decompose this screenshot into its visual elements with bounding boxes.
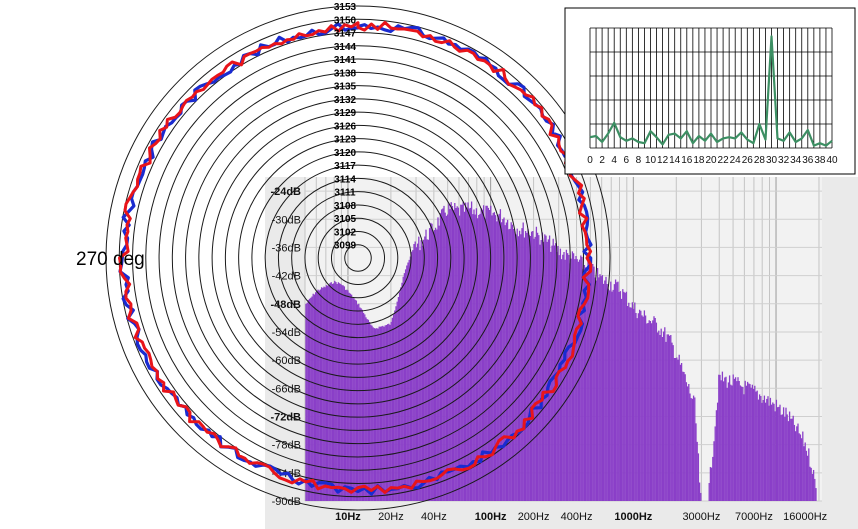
inset-x-tick-label: 40 bbox=[826, 155, 838, 166]
spectrum-chart: -24dB -30dB -36dB -42dB -48dB -54dB -60dB -66dB… bbox=[265, 177, 858, 529]
inset-x-tick-label: 38 bbox=[814, 155, 826, 166]
polar-ring-label: 3129 bbox=[334, 108, 357, 119]
polar-ring bbox=[185, 85, 531, 431]
y-tick-label: -66dB bbox=[272, 383, 301, 395]
polar-ring-label: 3114 bbox=[334, 174, 356, 185]
x-tick-label: 40Hz bbox=[421, 511, 447, 523]
x-tick-label: 7000Hz bbox=[735, 511, 773, 523]
polar-ring bbox=[105, 5, 611, 511]
polar-ring bbox=[145, 45, 571, 471]
x-tick-label: 3000Hz bbox=[682, 511, 720, 523]
polar-ring-label: 3099 bbox=[334, 241, 357, 252]
inset-x-tick-label: 6 bbox=[624, 155, 630, 166]
inset-x-tick-label: 2 bbox=[599, 155, 605, 166]
polar-ring bbox=[224, 124, 492, 392]
polar-ring bbox=[158, 58, 558, 458]
polar-ring-label: 3147 bbox=[334, 29, 357, 40]
polar-angle-label: 270 deg bbox=[76, 249, 145, 270]
inset-x-tick-label: 26 bbox=[742, 155, 754, 166]
polar-ring-label: 3105 bbox=[334, 214, 357, 225]
inset-x-tick-label: 20 bbox=[705, 155, 717, 166]
polar-ring bbox=[317, 217, 399, 299]
inset-x-tick-label: 12 bbox=[657, 155, 669, 166]
polar-ring bbox=[344, 244, 372, 272]
polar-ring-label: 3108 bbox=[334, 201, 357, 212]
inset-x-tick-label: 0 bbox=[587, 155, 593, 166]
polar-ring-label: 3102 bbox=[334, 227, 357, 238]
polar-ring bbox=[211, 111, 505, 405]
inset-frame bbox=[564, 7, 856, 175]
y-tick-label: -42dB bbox=[272, 271, 301, 283]
polar-series-line bbox=[118, 21, 593, 494]
inset-x-tick-label: 14 bbox=[669, 155, 681, 166]
polar-ring bbox=[171, 71, 545, 445]
inset-line-chart: 0 2 4 6 8 10 12 14 16 18 20 22 24 26 28 30 32 34 36 38 40 bbox=[564, 7, 856, 175]
x-tick-label: 10Hz bbox=[335, 511, 361, 523]
polar-chart: 3099 3102 3105 3108 3111 3114 3117 3120 3123 3126… bbox=[76, 2, 611, 511]
x-tick-label: 16000Hz bbox=[783, 511, 827, 523]
inset-x-tick-label: 28 bbox=[754, 155, 766, 166]
x-tick-label: 20Hz bbox=[378, 511, 404, 523]
inset-x-tick-label: 24 bbox=[730, 155, 742, 166]
y-tick-label: -30dB bbox=[272, 214, 301, 226]
polar-ring-label: 3144 bbox=[334, 42, 357, 53]
polar-ring-label: 3117 bbox=[334, 161, 356, 172]
inset-x-tick-label: 34 bbox=[790, 155, 802, 166]
inset-x-tick-label: 8 bbox=[636, 155, 642, 166]
y-tick-label: -72dB bbox=[270, 411, 301, 423]
y-tick-label: -60dB bbox=[272, 355, 301, 367]
polar-ring-label: 3120 bbox=[334, 148, 357, 159]
x-tick-label: 200Hz bbox=[518, 511, 550, 523]
polar-ring-label: 3123 bbox=[334, 135, 357, 146]
polar-ring-label: 3141 bbox=[334, 55, 357, 66]
inset-x-tick-label: 22 bbox=[718, 155, 730, 166]
polar-ring-label: 3150 bbox=[334, 15, 357, 26]
polar-ring bbox=[132, 32, 584, 484]
polar-ring bbox=[251, 151, 465, 365]
y-tick-label: -36dB bbox=[272, 242, 301, 254]
polar-ring-label: 3126 bbox=[334, 121, 357, 132]
inset-x-tick-label: 10 bbox=[645, 155, 657, 166]
inset-x-tick-label: 18 bbox=[693, 155, 705, 166]
polar-ring-label: 3111 bbox=[334, 188, 356, 199]
inset-x-tick-label: 16 bbox=[681, 155, 693, 166]
x-tick-label: 1000Hz bbox=[614, 511, 652, 523]
polar-ring-label: 3132 bbox=[334, 95, 357, 106]
x-tick-label: 400Hz bbox=[561, 511, 593, 523]
inset-x-tick-label: 32 bbox=[778, 155, 790, 166]
y-tick-label: -78dB bbox=[272, 440, 301, 452]
polar-ring bbox=[330, 230, 386, 286]
y-tick-label: -48dB bbox=[270, 299, 301, 311]
y-tick-label: -24dB bbox=[270, 186, 301, 198]
polar-ring-label: 3135 bbox=[334, 82, 357, 93]
y-tick-label: -54dB bbox=[272, 327, 301, 339]
inset-x-tick-label: 30 bbox=[766, 155, 778, 166]
x-tick-label: 100Hz bbox=[475, 511, 507, 523]
polar-ring bbox=[291, 191, 425, 325]
polar-ring bbox=[264, 164, 452, 352]
y-tick-label: -90dB bbox=[272, 496, 301, 508]
polar-ring-label: 3153 bbox=[334, 2, 357, 13]
polar-ring bbox=[304, 204, 412, 312]
polar-ring bbox=[277, 177, 439, 339]
polar-ring-label: 3138 bbox=[334, 68, 357, 79]
inset-x-tick-label: 4 bbox=[611, 155, 617, 166]
inset-x-tick-label: 36 bbox=[802, 155, 814, 166]
inset-series-line bbox=[589, 35, 833, 147]
polar-ring bbox=[198, 98, 518, 418]
polar-ring bbox=[238, 138, 478, 378]
